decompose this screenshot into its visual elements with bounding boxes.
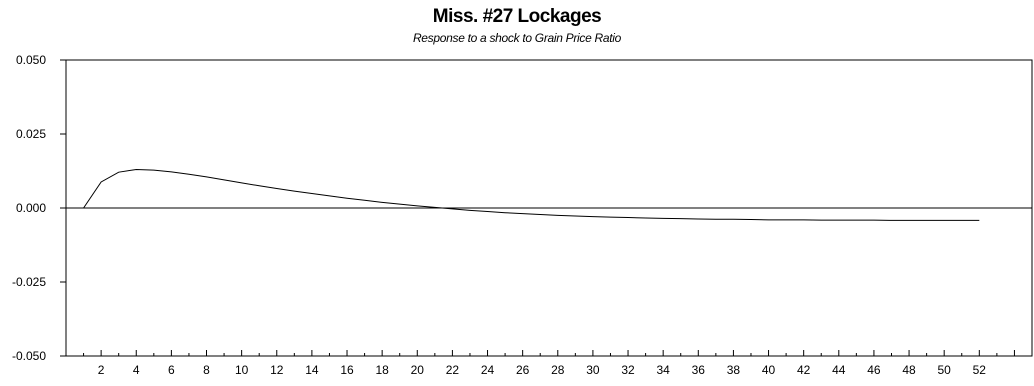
chart-subtitle: Response to a shock to Grain Price Ratio bbox=[412, 31, 622, 45]
data-point bbox=[733, 219, 734, 220]
x-tick-label: 26 bbox=[516, 363, 530, 377]
data-point bbox=[171, 171, 172, 172]
x-tick-label: 8 bbox=[203, 363, 210, 377]
data-point bbox=[944, 220, 945, 221]
data-point bbox=[504, 212, 505, 213]
x-tick-label: 36 bbox=[692, 363, 706, 377]
data-point bbox=[223, 179, 224, 180]
data-point bbox=[838, 220, 839, 221]
x-axis: 2 4 6 8 10 12 14 16 18 20 22 24 26 28 30 32 34 36 38 40 42 44… bbox=[83, 350, 1015, 377]
data-point bbox=[241, 182, 242, 183]
data-point bbox=[83, 207, 84, 208]
data-point bbox=[452, 208, 453, 209]
x-tick-label: 34 bbox=[656, 363, 670, 377]
y-tick-label: 0.000 bbox=[16, 201, 46, 215]
data-point bbox=[417, 205, 418, 206]
data-point bbox=[663, 218, 664, 219]
chart-title: Miss. #27 Lockages bbox=[432, 6, 602, 27]
x-tick-label: 16 bbox=[340, 363, 354, 377]
data-points bbox=[83, 169, 980, 221]
data-point bbox=[101, 181, 102, 182]
data-point bbox=[768, 219, 769, 220]
data-point bbox=[557, 215, 558, 216]
data-point bbox=[961, 220, 962, 221]
y-axis: 0.050 0.025 0.000 -0.025 -0.050 bbox=[12, 53, 66, 363]
x-tick-label: 18 bbox=[375, 363, 389, 377]
data-point bbox=[891, 220, 892, 221]
data-point bbox=[610, 217, 611, 218]
x-tick-label: 50 bbox=[938, 363, 952, 377]
data-point bbox=[188, 174, 189, 175]
x-tick-label: 6 bbox=[168, 363, 175, 377]
x-tick-label: 12 bbox=[270, 363, 284, 377]
y-tick-label: 0.050 bbox=[16, 53, 46, 67]
data-point bbox=[399, 204, 400, 205]
response-line bbox=[83, 169, 980, 221]
x-tick-label: 20 bbox=[411, 363, 425, 377]
y-tick-label: -0.025 bbox=[12, 275, 46, 289]
data-point bbox=[118, 172, 119, 173]
data-point bbox=[259, 185, 260, 186]
data-point bbox=[294, 191, 295, 192]
x-tick-label: 40 bbox=[762, 363, 776, 377]
data-point bbox=[786, 219, 787, 220]
data-point bbox=[873, 220, 874, 221]
data-point bbox=[627, 217, 628, 218]
x-tick-label: 2 bbox=[98, 363, 105, 377]
data-point bbox=[908, 220, 909, 221]
x-tick-label: 42 bbox=[797, 363, 811, 377]
data-point bbox=[698, 218, 699, 219]
x-tick-label: 10 bbox=[235, 363, 249, 377]
data-point bbox=[821, 220, 822, 221]
x-tick-label: 14 bbox=[305, 363, 319, 377]
data-point bbox=[680, 218, 681, 219]
x-tick-label: 30 bbox=[586, 363, 600, 377]
data-point bbox=[540, 214, 541, 215]
x-tick-label: 32 bbox=[621, 363, 635, 377]
data-point bbox=[645, 217, 646, 218]
data-point bbox=[803, 219, 804, 220]
data-point bbox=[382, 202, 383, 203]
data-point bbox=[434, 207, 435, 208]
data-point bbox=[522, 213, 523, 214]
x-tick-label: 48 bbox=[902, 363, 916, 377]
x-tick-label: 52 bbox=[973, 363, 987, 377]
data-point bbox=[276, 188, 277, 189]
x-tick-label: 24 bbox=[481, 363, 495, 377]
data-point bbox=[469, 210, 470, 211]
y-tick-label: -0.050 bbox=[12, 349, 46, 363]
data-point bbox=[715, 219, 716, 220]
data-point bbox=[346, 198, 347, 199]
data-point bbox=[979, 220, 980, 221]
data-point bbox=[926, 220, 927, 221]
data-point bbox=[136, 169, 137, 170]
x-tick-label: 22 bbox=[446, 363, 460, 377]
data-point bbox=[206, 176, 207, 177]
x-tick-label: 38 bbox=[727, 363, 741, 377]
data-point bbox=[311, 193, 312, 194]
x-tick-label: 46 bbox=[867, 363, 881, 377]
x-tick-label: 28 bbox=[551, 363, 565, 377]
data-point bbox=[575, 215, 576, 216]
data-point bbox=[856, 220, 857, 221]
x-tick-label: 4 bbox=[133, 363, 140, 377]
data-point bbox=[487, 211, 488, 212]
data-point bbox=[364, 200, 365, 201]
data-point bbox=[592, 216, 593, 217]
y-tick-label: 0.025 bbox=[16, 127, 46, 141]
data-point bbox=[329, 195, 330, 196]
data-point bbox=[750, 219, 751, 220]
x-tick-label: 44 bbox=[832, 363, 846, 377]
data-point bbox=[153, 170, 154, 171]
